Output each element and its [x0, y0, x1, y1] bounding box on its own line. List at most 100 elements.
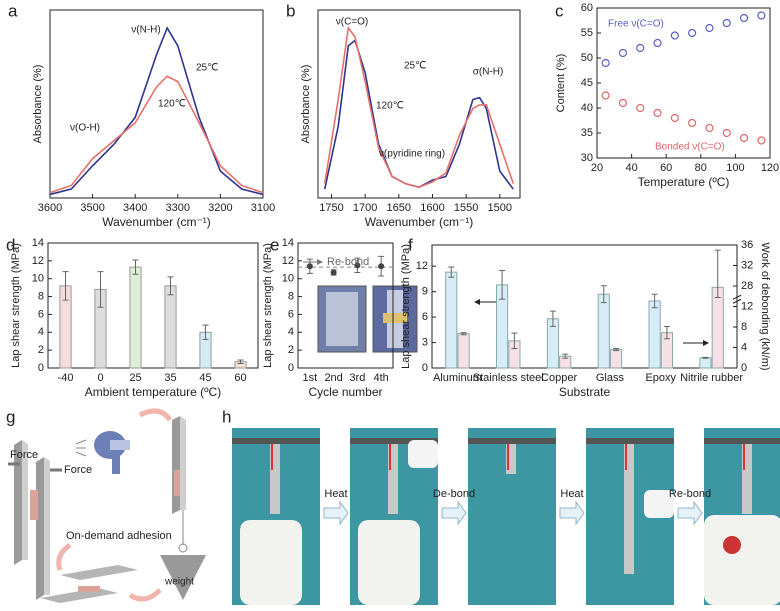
y-tick-label: 2: [288, 344, 294, 356]
step-label: Re-bond: [669, 488, 711, 500]
y-tick-label: 4: [288, 326, 294, 338]
y-tick-label: 14: [282, 237, 294, 249]
y-tick-label: 10: [282, 273, 294, 285]
scatter-point: [705, 23, 714, 33]
bar: [597, 293, 610, 369]
legend-label: Re-bond: [327, 256, 369, 268]
error-bar: [499, 269, 506, 300]
y-tick-label: 12: [32, 255, 44, 267]
spectrum-line: [49, 75, 264, 194]
bar: [129, 266, 142, 369]
chart-panel: a 3600 3500 3400 3300 3200 3100 Wavenumber (cm⁻…: [8, 1, 275, 229]
error-bar: [167, 276, 174, 296]
step-label: Heat: [324, 488, 347, 500]
hair-dryer: [644, 490, 674, 518]
y-tick-label: 4: [38, 326, 44, 338]
x-tick-label: 3600: [38, 202, 62, 214]
x-tick-label: 3500: [80, 202, 104, 214]
y-tick-label: 0: [422, 362, 428, 374]
scatter-point: [601, 91, 610, 100]
x-tick-label: Epoxy: [645, 372, 676, 384]
annotation: ν(C=O): [336, 17, 369, 28]
panel-label: c: [555, 1, 564, 20]
x-axis-label: Cycle number: [308, 385, 382, 399]
hair-dryer: [408, 440, 438, 468]
photos-h: [232, 428, 780, 605]
panel-label: f: [408, 235, 413, 254]
axis-break: [732, 294, 742, 304]
y-tick-label: 0: [38, 362, 44, 374]
x-tick-label: Stainless steel: [473, 372, 544, 384]
chart-panel: d -40 0 25 35 45 60 0 2 4 6 8 10 12 14 Ambient temperat…: [6, 235, 259, 399]
error-bar: [663, 325, 670, 340]
scatter-point: [636, 103, 645, 113]
axis-arrows: [474, 299, 709, 346]
y-tick-label: 0: [288, 362, 294, 374]
x-tick-label: 2nd: [324, 372, 342, 384]
error-bar: [202, 324, 209, 340]
y-tick-label: 8: [288, 290, 294, 302]
y-axis-label: Absorbance (%): [300, 65, 312, 144]
x-tick-label: -40: [58, 372, 74, 384]
y-tick-label: 35: [581, 127, 593, 139]
photo-bar: [586, 438, 674, 444]
jug-cap: [723, 536, 741, 554]
step-label: De-bond: [433, 488, 475, 500]
adhesive-strip: [742, 444, 752, 514]
y-tick-label: 6: [38, 308, 44, 320]
x-axis-label: Wavenumber (cm⁻¹): [102, 215, 211, 229]
scatter-point: [653, 38, 662, 48]
diagram-g: [8, 408, 206, 603]
error-bar: [237, 359, 244, 365]
y-tick-label: 10: [32, 273, 44, 285]
force-label: Force: [64, 464, 92, 476]
scatter-point: [688, 28, 697, 38]
scatter-point: [705, 123, 714, 133]
scatter-point: [739, 133, 749, 143]
plot-frame: [297, 242, 394, 369]
jug: [358, 520, 420, 605]
bar: [699, 357, 712, 369]
scatter-point: [722, 18, 731, 28]
step-label: Heat: [560, 488, 583, 500]
x-tick-label: Aluminum: [433, 372, 482, 384]
spectrum-line: [49, 26, 264, 196]
x-tick-label: 3100: [251, 202, 275, 214]
annotation: ν(N-H): [131, 25, 160, 36]
y-tick-label: 55: [581, 27, 593, 39]
error-bar: [600, 285, 607, 304]
plot-frame: [317, 9, 521, 199]
step-arrow: [677, 500, 703, 526]
x-tick-label: 3400: [123, 202, 147, 214]
x-tick-label: Copper: [541, 372, 577, 384]
x-tick-label: 120: [761, 162, 779, 174]
x-tick-label: 60: [660, 162, 672, 174]
point: [378, 263, 385, 270]
plot-frame: [49, 9, 264, 199]
panel-label: e: [270, 235, 279, 254]
jug: [704, 515, 780, 605]
y-tick-label: 8: [38, 290, 44, 302]
error-bar: [562, 353, 569, 359]
y-axis-label: Content (%): [555, 54, 567, 113]
scatter-point: [618, 98, 628, 108]
x-axis-label: Substrate: [559, 385, 611, 399]
series-label: 120℃: [158, 99, 186, 110]
error-bar: [132, 259, 139, 275]
scatter-point: [601, 58, 610, 68]
x-axis-label: Temperature (ºC): [638, 175, 730, 189]
bar: [457, 333, 470, 369]
error-bar: [549, 310, 556, 327]
x-tick-label: 1750: [319, 202, 343, 214]
adhesive-strip: [270, 444, 280, 514]
x-tick-label: 4th: [373, 372, 388, 384]
x-tick-label: 3300: [166, 202, 190, 214]
series-label: Bonded ν(C=O): [655, 142, 725, 153]
x-tick-label: 20: [591, 162, 603, 174]
chart-panel: e 1st 2nd 3rd 4th 0 2 4 6 8 10 12 14 Cycle number Lap …: [262, 235, 394, 399]
x-tick-label: 1600: [420, 202, 444, 214]
y-tick-label: 6: [288, 308, 294, 320]
spectrum-line: [323, 25, 515, 189]
x-tick-label: 3rd: [349, 372, 365, 384]
diagram-caption: On-demand adhesion: [66, 530, 172, 542]
